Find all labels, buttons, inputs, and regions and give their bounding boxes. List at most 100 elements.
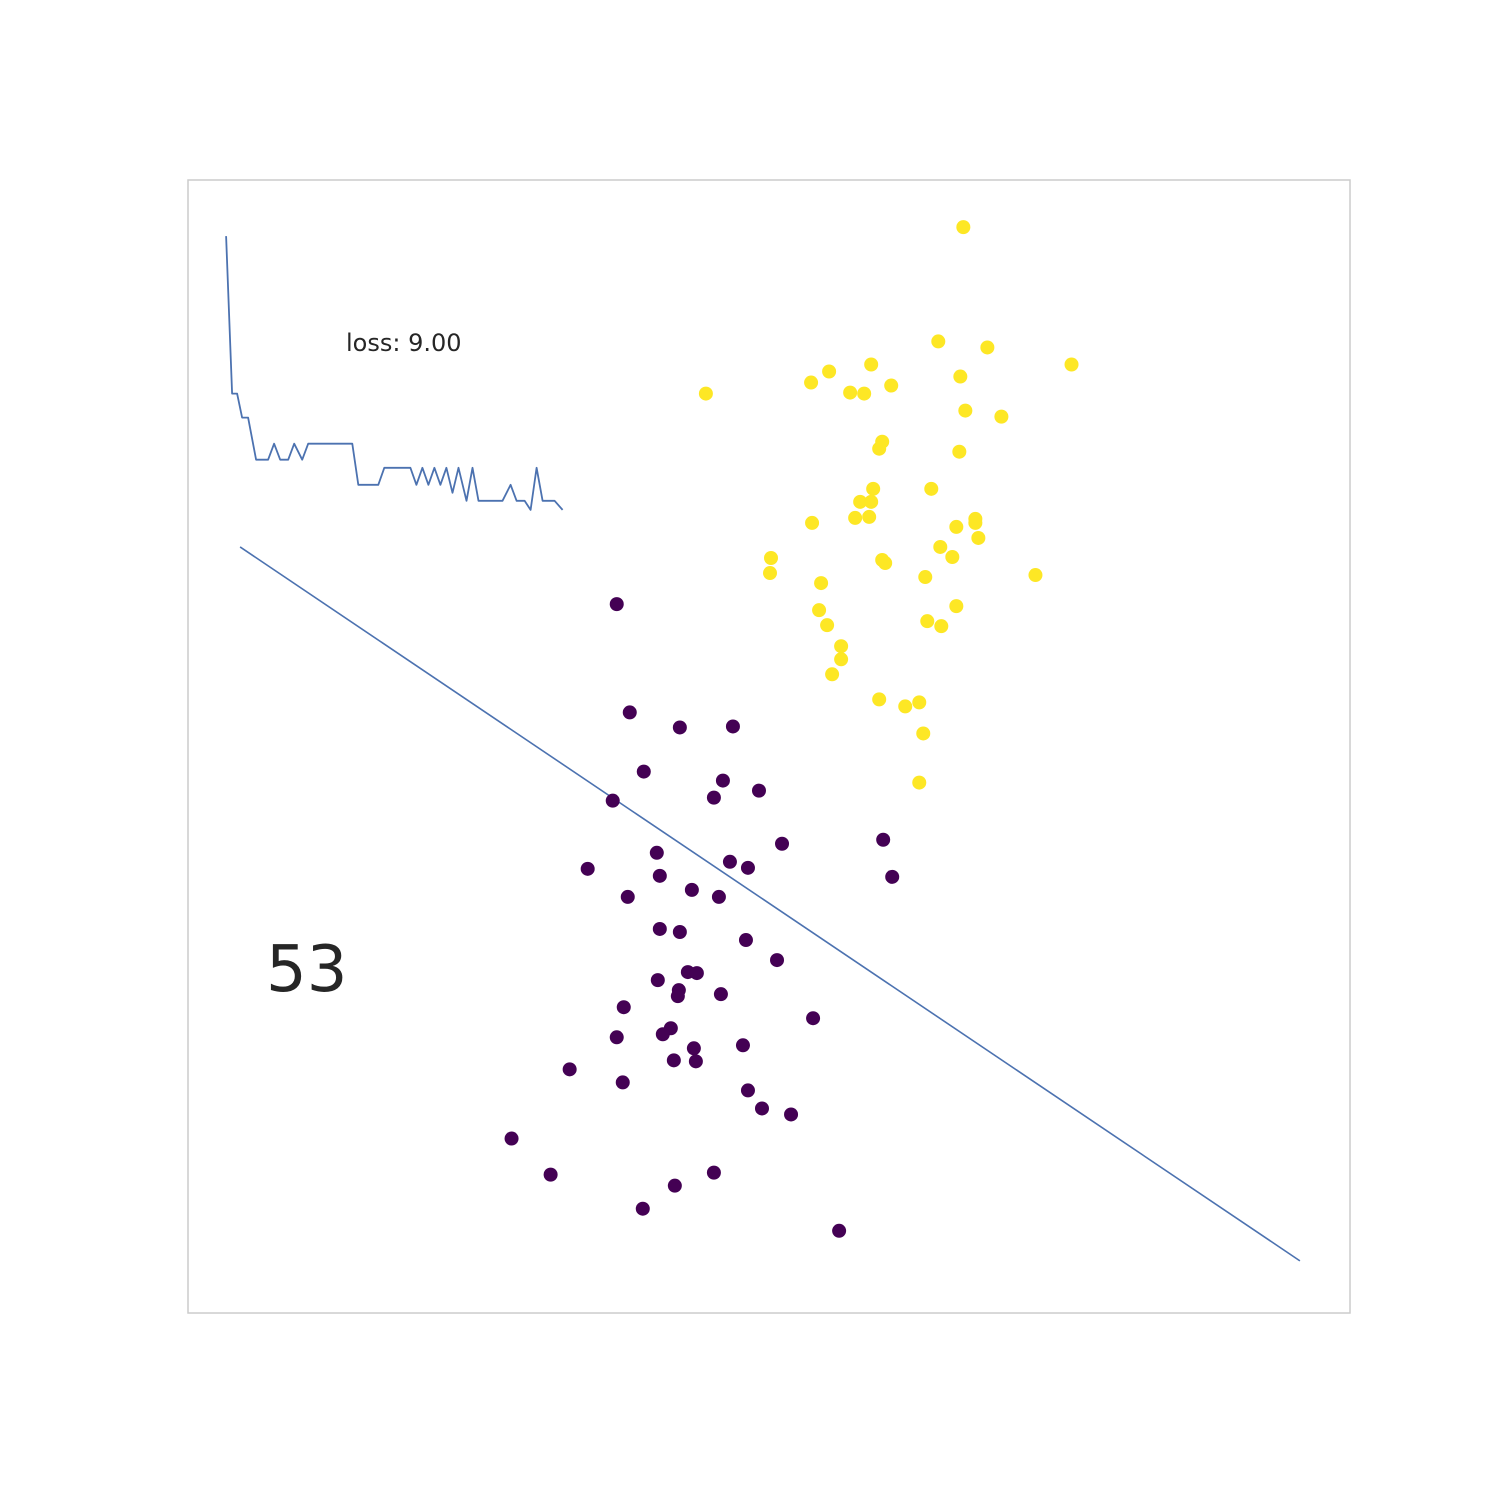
scatter-point-class-0: [667, 1178, 682, 1193]
scatter-point-class-1: [1064, 357, 1079, 372]
scatter-point-class-0: [652, 868, 667, 883]
scatter-point-class-1: [866, 481, 881, 496]
scatter-point-class-1: [949, 599, 964, 614]
scatter-point-class-1: [924, 481, 939, 496]
scatter-point-class-0: [672, 924, 687, 939]
scatter-point-class-1: [918, 570, 933, 585]
scatter-point-class-1: [912, 695, 927, 710]
scatter-point-class-0: [562, 1062, 577, 1077]
loss-label: loss: 9.00: [346, 329, 462, 357]
scatter-point-class-1: [958, 403, 973, 418]
scatter-point-class-1: [1028, 568, 1043, 583]
scatter-point-class-0: [620, 889, 635, 904]
scatter-point-class-1: [994, 409, 1009, 424]
scatter-point-class-0: [649, 845, 664, 860]
scatter-point-class-0: [740, 1083, 755, 1098]
scatter-point-class-1: [763, 566, 778, 581]
scatter-point-class-1: [834, 639, 849, 654]
scatter-point-class-0: [711, 889, 726, 904]
scatter-point-class-0: [615, 1075, 630, 1090]
scatter-point-class-0: [609, 1030, 624, 1045]
scatter-point-class-1: [949, 519, 964, 534]
scatter-point-class-1: [848, 510, 863, 525]
scatter-point-class-0: [652, 921, 667, 936]
scatter-point-class-1: [872, 692, 887, 707]
scatter-point-class-1: [956, 220, 971, 235]
scatter-point-class-0: [740, 860, 755, 875]
scatter-point-class-1: [812, 603, 827, 618]
scatter-point-class-1: [805, 515, 820, 530]
scatter-point-class-1: [825, 667, 840, 682]
scatter-point-class-0: [622, 705, 637, 720]
scatter-point-class-1: [945, 549, 960, 564]
scatter-point-class-1: [912, 775, 927, 790]
scatter-point-class-1: [872, 441, 887, 456]
scatter-point-class-1: [698, 386, 713, 401]
scatter-point-class-1: [853, 494, 868, 509]
scatter-point-class-0: [688, 1054, 703, 1069]
scatter-point-class-0: [725, 719, 740, 734]
scatter-point-class-1: [804, 375, 819, 390]
scatter-point-class-0: [655, 1027, 670, 1042]
scatter-point-class-0: [775, 836, 790, 851]
scatter-point-class-1: [822, 364, 837, 379]
scatter-point-class-1: [931, 334, 946, 349]
scatter-point-class-0: [735, 1038, 750, 1053]
points-layer: [504, 220, 1079, 1238]
decision-boundary-layer: [239, 546, 1301, 1262]
scatter-point-class-0: [738, 933, 753, 948]
scatter-point-class-1: [920, 614, 935, 629]
scatter-point-class-0: [605, 793, 620, 808]
scatter-point-class-0: [713, 987, 728, 1002]
loss-curve: [225, 236, 564, 511]
scatter-point-class-0: [689, 966, 704, 981]
scatter-point-class-0: [706, 790, 721, 805]
scatter-point-class-1: [857, 386, 872, 401]
decision-boundary-line: [239, 546, 1301, 1262]
scatter-point-class-1: [843, 385, 858, 400]
scatter-point-class-1: [764, 551, 779, 566]
scatter-point-class-0: [722, 854, 737, 869]
scatter-point-class-1: [952, 444, 967, 459]
scatter-point-class-0: [754, 1101, 769, 1116]
scatter-point-class-1: [864, 357, 879, 372]
scatter-point-class-0: [770, 953, 785, 968]
loss-curve-layer: [225, 236, 564, 511]
scatter-point-class-1: [814, 576, 829, 591]
scatter-point-class-1: [898, 699, 913, 714]
scatter-point-class-0: [832, 1223, 847, 1238]
scatter-point-class-1: [980, 340, 995, 355]
scatter-point-class-1: [934, 619, 949, 634]
scatter-point-class-0: [806, 1011, 821, 1026]
scatter-point-class-0: [686, 1041, 701, 1056]
scatter-point-class-0: [650, 973, 665, 988]
scatter-point-class-0: [543, 1167, 558, 1182]
scatter-point-class-0: [670, 989, 685, 1004]
scatter-point-class-0: [666, 1053, 681, 1068]
scatter-point-class-1: [916, 726, 931, 741]
scatter-point-class-0: [635, 1201, 650, 1216]
scatter-point-class-0: [684, 882, 699, 897]
scatter-point-class-0: [672, 720, 687, 735]
scatter-point-class-0: [580, 861, 595, 876]
scatter-point-class-0: [751, 783, 766, 798]
scatter-point-class-1: [878, 556, 893, 571]
scatter-point-class-1: [834, 652, 849, 667]
scatter-point-class-0: [784, 1107, 799, 1122]
scatter-point-class-1: [864, 494, 879, 509]
scatter-point-class-0: [876, 832, 891, 847]
scatter-point-class-0: [504, 1131, 519, 1146]
scatter-point-class-1: [971, 530, 986, 545]
iteration-label: 53: [266, 933, 347, 1007]
scatter-point-class-1: [862, 509, 877, 524]
scatter-point-class-0: [706, 1165, 721, 1180]
scatter-point-class-1: [884, 378, 899, 393]
scatter-point-class-1: [968, 515, 983, 530]
scatter-point-class-1: [953, 369, 968, 384]
scatter-point-class-0: [616, 1000, 631, 1015]
scatter-point-class-0: [885, 869, 900, 884]
plot-frame: [187, 179, 1351, 1314]
scatter-point-class-0: [636, 764, 651, 779]
scatter-point-class-1: [820, 618, 835, 633]
